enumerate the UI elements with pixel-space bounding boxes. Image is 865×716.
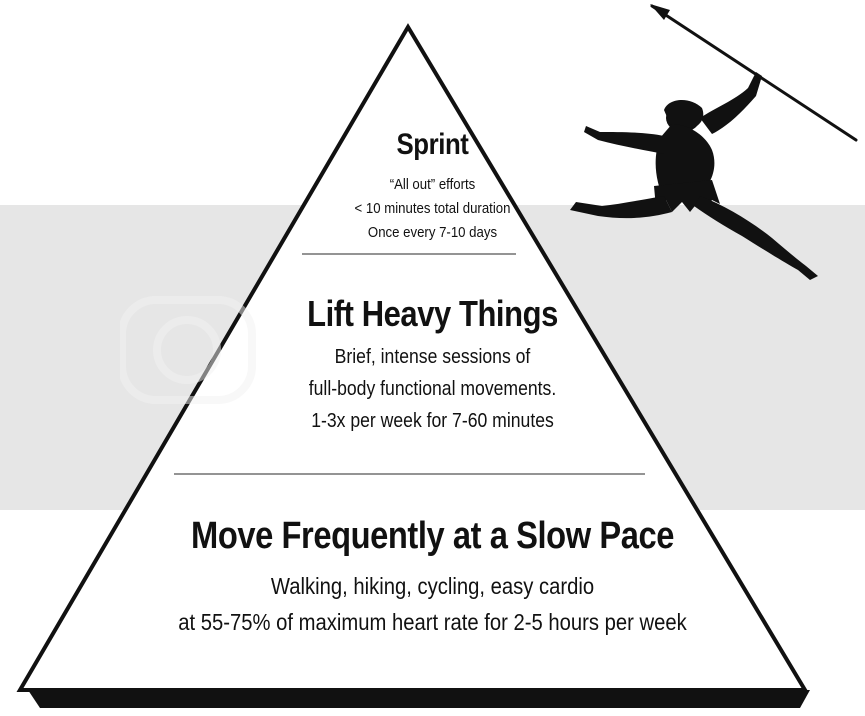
tier-sprint-line-3: Once every 7-10 days [367,224,498,241]
tier-lift-line-3: 1-3x per week for 7-60 minutes [311,410,554,432]
caveman-spear-silhouette-icon [570,4,858,280]
tier-move-line-1: Walking, hiking, cycling, easy cardio [270,573,595,599]
tier-title-lift-heavy-things: Lift Heavy Things [307,293,558,334]
tier-sprint-line-2: < 10 minutes total duration [354,200,511,217]
tier-move-line-2: at 55-75% of maximum heart rate for 2-5 … [178,609,687,635]
tier-title-move-frequently: Move Frequently at a Slow Pace [191,515,674,557]
watermark-logo [120,296,256,404]
tier-title-sprint: Sprint [396,128,469,161]
pyramid-shadow [28,690,810,708]
tier-lift-line-1: Brief, intense sessions of [334,346,531,368]
tier-sprint-line-1: “All out” efforts [389,176,476,193]
tier-lift-line-2: full-body functional movements. [308,378,557,400]
